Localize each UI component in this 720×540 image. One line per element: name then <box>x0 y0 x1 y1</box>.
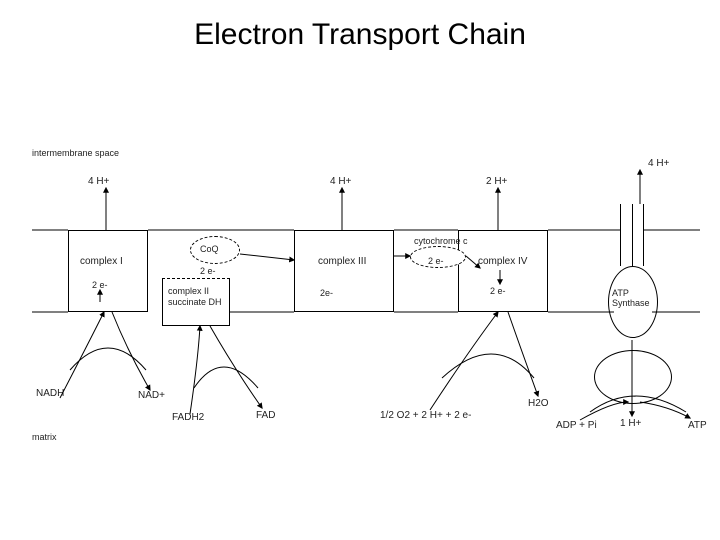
fad-label: FAD <box>256 410 275 421</box>
h4-label-4: 4 H+ <box>648 158 669 169</box>
atp-channel-inner <box>632 204 633 266</box>
nadh-nad-cross <box>70 348 146 370</box>
e2-c1: 2 e- <box>92 280 108 290</box>
o2-rxn-label: 1/2 O2 + 2 H+ + 2 e- <box>380 410 471 421</box>
c4-to-h2o <box>508 312 538 396</box>
atp-synthase-lower <box>594 350 672 404</box>
complex-4-box <box>458 230 548 312</box>
nadh-to-c1 <box>60 312 104 398</box>
complex-3-box <box>294 230 394 312</box>
coq-to-c3 <box>240 254 294 260</box>
complex-4-label: complex IV <box>478 256 527 267</box>
page-title: Electron Transport Chain <box>0 18 720 52</box>
e2-cytc: 2 e- <box>428 256 444 266</box>
adp-label: ADP + Pi <box>556 420 597 431</box>
o2-h2o-cross <box>442 354 534 378</box>
fadh2-label: FADH2 <box>172 412 204 423</box>
complex-2-label-a: complex II <box>168 286 209 296</box>
fadh2-fad-cross <box>194 367 258 388</box>
h4-label-1: 4 H+ <box>88 176 109 187</box>
cytc-label: cytochrome c <box>414 236 468 246</box>
synth-to-atp <box>640 402 690 418</box>
e2-c4: 2 e- <box>490 286 506 296</box>
atp-label: ATP <box>688 420 707 431</box>
h1-label-bottom: 1 H+ <box>620 418 641 429</box>
h2-label-3: 2 H+ <box>486 176 507 187</box>
c1-to-nad <box>112 312 150 390</box>
nad-label: NAD+ <box>138 390 165 401</box>
c2-to-fad <box>210 326 262 408</box>
h4-label-2: 4 H+ <box>330 176 351 187</box>
atp-synthase-label: ATP Synthase <box>612 288 650 308</box>
e2-c3: 2e- <box>320 288 333 298</box>
matrix-label: matrix <box>32 432 57 442</box>
intermembrane-label: intermembrane space <box>32 148 119 158</box>
o2-to-c4 <box>430 312 498 410</box>
complex-3-label: complex III <box>318 256 366 267</box>
fadh2-to-c2 <box>190 326 200 414</box>
h2o-label: H2O <box>528 398 549 409</box>
complex-1-label: complex I <box>80 256 123 267</box>
nadh-label: NADH <box>36 388 64 399</box>
complex-2-label-b: succinate DH <box>168 297 222 307</box>
coq-label: CoQ <box>200 244 219 254</box>
e2-coq: 2 e- <box>200 266 216 276</box>
complex-1-box <box>68 230 148 312</box>
